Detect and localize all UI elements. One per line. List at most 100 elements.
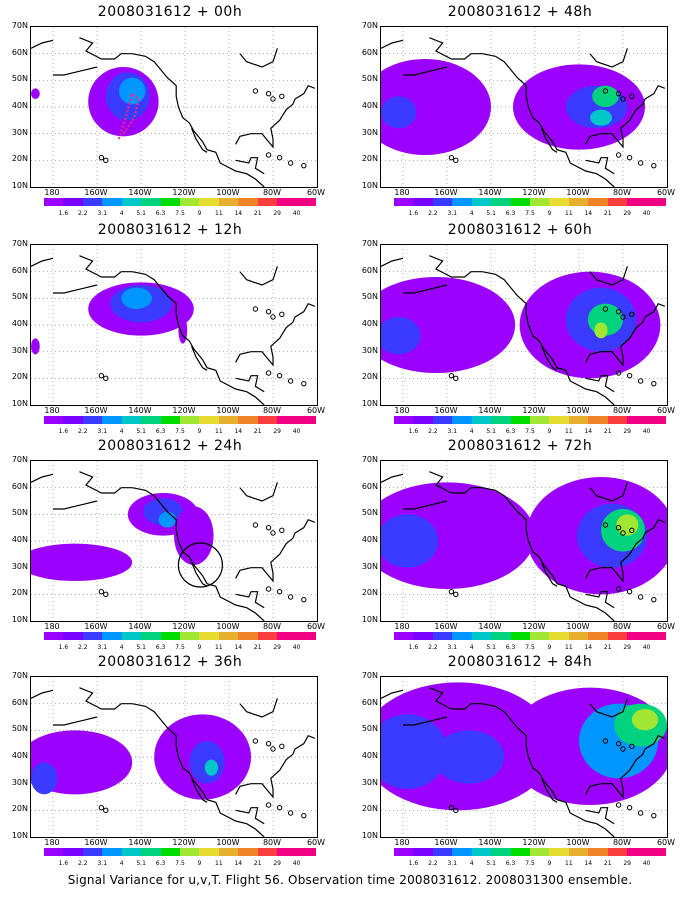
island-outline: [637, 810, 644, 816]
latitude-label: 20N: [11, 154, 28, 164]
map-frame: [30, 676, 318, 838]
colorbar-label: 1.6: [408, 644, 419, 651]
colorbar-label: 3.1: [97, 210, 108, 217]
latitude-label: 20N: [361, 804, 378, 814]
island-outline: [620, 530, 626, 536]
longitude-label: 140W: [128, 188, 152, 197]
colorbar-label: 6.3: [505, 428, 516, 435]
colorbar-swatch: [471, 848, 492, 856]
colorbar-swatch: [277, 848, 297, 856]
variance-contour: [592, 85, 619, 107]
colorbar-swatch: [238, 198, 258, 206]
map-frame: [30, 244, 318, 406]
colorbar-label: 40: [642, 644, 651, 651]
map-panel: 2008031612 + 24h 70N 60N 50N 40N 30N 20N 10N 180…: [0, 436, 340, 658]
longitude-label: 120W: [522, 838, 546, 847]
colorbar-swatch: [607, 632, 628, 640]
colorbar-label: 29: [273, 644, 281, 651]
figure-caption: Signal Variance for u,v,T. Flight 56. Ob…: [67, 873, 633, 887]
colorbar-swatch: [257, 848, 278, 856]
colorbar-label: 2.2: [78, 860, 88, 867]
colorbar-swatch: [646, 416, 666, 424]
coastline: [381, 257, 404, 267]
coastline: [239, 48, 278, 68]
coastline: [53, 284, 98, 294]
latitude-label: 10N: [11, 831, 28, 840]
colorbar-swatch: [199, 848, 219, 856]
map-canvas: [381, 27, 667, 187]
latitude-label: 40N: [361, 101, 378, 110]
island-outline: [651, 162, 657, 169]
colorbar-label: 21: [253, 860, 262, 867]
coastline: [79, 37, 265, 187]
colorbar-swatch: [121, 632, 142, 640]
coastline: [31, 473, 54, 483]
colorbar-label: 7.5: [175, 428, 185, 435]
colorbar-swatch: [627, 198, 647, 206]
longitude-label: 120W: [522, 406, 546, 415]
latitude-label: 30N: [361, 561, 378, 571]
colorbar-swatch: [413, 632, 433, 640]
map-frame: [380, 460, 668, 622]
colorbar-label: 4: [119, 210, 124, 217]
island-outline: [287, 810, 294, 816]
colorbar-label: 7.5: [175, 860, 185, 867]
colorbar-label: 1.6: [58, 428, 69, 435]
island-outline: [252, 88, 259, 94]
island-outline: [615, 802, 622, 808]
colorbar-label: 29: [273, 860, 281, 867]
colorbar-label: 2.2: [428, 210, 438, 217]
latitude-label: 70N: [11, 21, 28, 30]
island-outline: [279, 311, 285, 318]
island-outline: [629, 743, 635, 750]
island-outline: [602, 738, 609, 744]
island-outline: [301, 596, 307, 603]
coastline: [235, 375, 265, 393]
island-outline: [453, 375, 459, 382]
colorbar-swatch: [452, 848, 472, 856]
panel-title: 2008031612 + 72h: [447, 438, 593, 454]
colorbar-swatch: [607, 198, 628, 206]
colorbar-swatch: [607, 416, 628, 424]
coastline: [53, 500, 98, 510]
latitude-label: 60N: [11, 481, 28, 491]
map-canvas: [31, 461, 317, 621]
colorbar-label: 4: [469, 644, 474, 651]
coastline: [541, 128, 558, 153]
colorbar-label: 11: [565, 644, 573, 651]
coastline: [191, 778, 208, 803]
island-outline: [637, 594, 644, 600]
island-outline: [615, 524, 622, 531]
island-outline: [637, 160, 644, 166]
colorbar-swatch: [238, 416, 258, 424]
island-outline: [276, 804, 283, 811]
coastline: [235, 84, 316, 149]
coastline: [235, 302, 316, 367]
map-frame: [380, 676, 668, 838]
colorbar-label: 9: [547, 644, 552, 651]
colorbar-swatch: [179, 198, 200, 206]
colorbar-label: 1.6: [58, 860, 69, 867]
map-panel: 2008031612 + 12h 70N 60N 50N 40N 30N 20N 10N 180…: [0, 220, 340, 442]
latitude-label: 30N: [11, 777, 28, 787]
colorbar-label: 5.1: [486, 644, 496, 651]
island-outline: [629, 311, 635, 318]
island-outline: [265, 308, 272, 315]
longitude-label: 140W: [478, 188, 502, 197]
colorbar-label: 9: [547, 860, 552, 867]
island-outline: [279, 743, 285, 750]
island-outline: [265, 152, 272, 158]
colorbar-swatch: [257, 198, 278, 206]
island-outline: [103, 591, 109, 598]
latitude-label: 50N: [361, 508, 378, 518]
colorbar-label: 40: [292, 860, 301, 867]
longitude-label: 120W: [172, 622, 196, 631]
colorbar-label: 11: [215, 428, 223, 435]
colorbar-label: 14: [584, 644, 593, 651]
colorbar-label: 2.2: [78, 210, 88, 217]
colorbar-swatch: [510, 632, 530, 640]
panel-title: 2008031612 + 00h: [97, 4, 243, 20]
colorbar-label: 14: [234, 428, 243, 435]
longitude-label: 60W: [306, 188, 326, 197]
coastline: [235, 157, 265, 175]
